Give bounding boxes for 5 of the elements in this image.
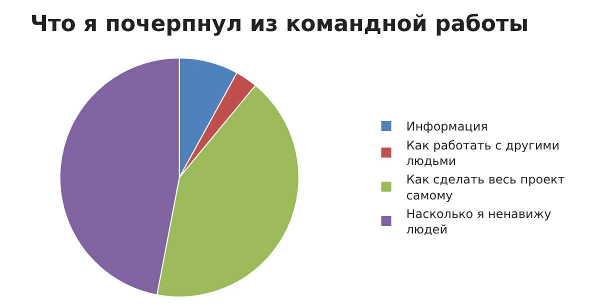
- legend-label: Насколько я ненавижу людей: [406, 206, 552, 236]
- chart-title: Что я почерпнул из командной работы: [30, 12, 529, 37]
- legend-label: Как сделать весь проект самому: [406, 172, 565, 202]
- legend-label: Информация: [406, 120, 488, 134]
- legend-label: Как работать с другими людьми: [406, 138, 560, 168]
